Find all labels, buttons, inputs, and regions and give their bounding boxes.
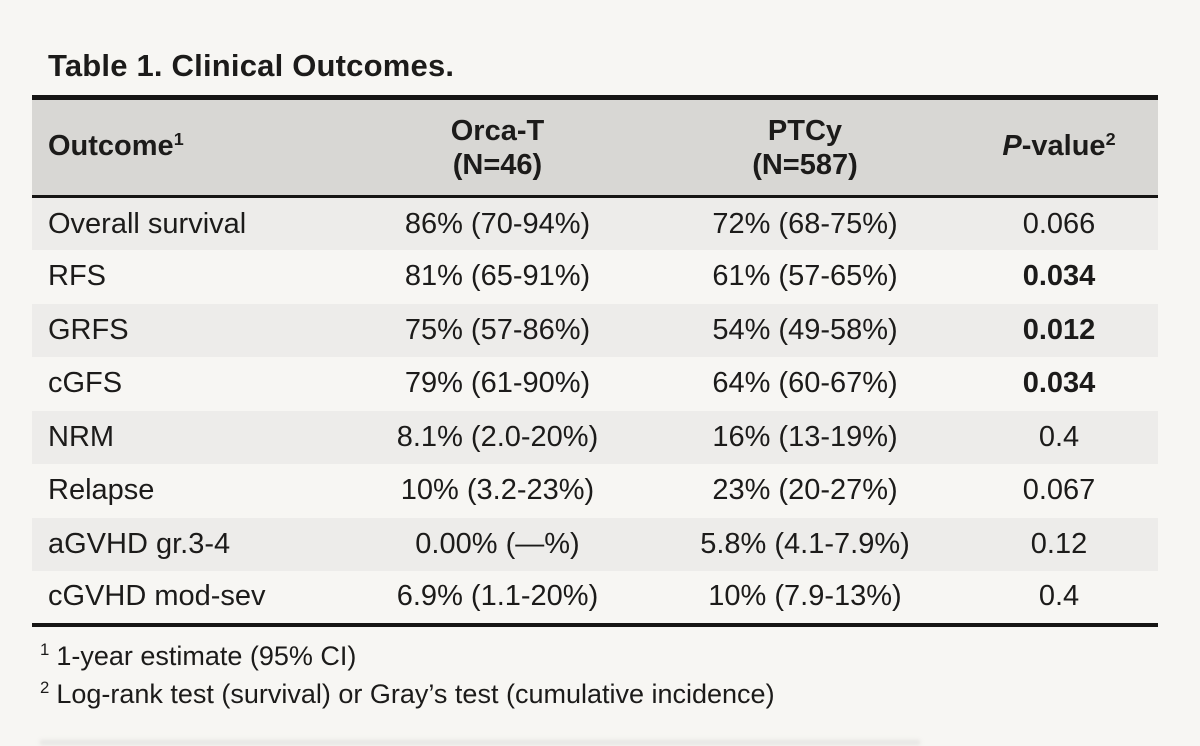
p-value-cell: 0.12 — [960, 517, 1158, 571]
ptcy-header-n: (N=587) — [752, 148, 858, 181]
outcome-cell: NRM — [32, 410, 345, 464]
orca-t-cell: 0.00% (—%) — [345, 517, 650, 571]
column-header-outcome: Outcome1 — [32, 95, 345, 198]
table-row: aGVHD gr.3-4 0.00% (—%) 5.8% (4.1-7.9%) 0.1… — [32, 517, 1158, 571]
footnotes: 1 1-year estimate (95% CI) 2 Log-rank test… — [40, 639, 1158, 715]
outcome-cell: cGVHD mod-sev — [32, 571, 345, 625]
p-value-cell: 0.067 — [960, 464, 1158, 518]
outcome-cell: RFS — [32, 250, 345, 304]
p-value-cell: 0.012 — [960, 303, 1158, 357]
outcome-cell: aGVHD gr.3-4 — [32, 517, 345, 571]
ptcy-cell: 64% (60-67%) — [650, 357, 960, 411]
ptcy-cell: 5.8% (4.1-7.9%) — [650, 517, 960, 571]
orca-t-cell: 81% (65-91%) — [345, 250, 650, 304]
table-row: RFS 81% (65-91%) 61% (57-65%) 0.034 — [32, 250, 1158, 304]
orca-t-cell: 75% (57-86%) — [345, 303, 650, 357]
orca-t-cell: 10% (3.2-23%) — [345, 464, 650, 518]
ptcy-cell: 23% (20-27%) — [650, 464, 960, 518]
ptcy-cell: 10% (7.9-13%) — [650, 571, 960, 625]
table-body: Overall survival 86% (70-94%) 72% (68-75%)… — [32, 196, 1158, 625]
table-row: NRM 8.1% (2.0-20%) 16% (13-19%) 0.4 — [32, 410, 1158, 464]
p-value-cell: 0.034 — [960, 250, 1158, 304]
orca-t-header-name: Orca-T — [450, 114, 545, 147]
outcome-cell: Overall survival — [32, 196, 345, 250]
orca-t-cell: 79% (61-90%) — [345, 357, 650, 411]
table-sheet: Table 1. Clinical Outcomes. Outcome1 Orc… — [32, 48, 1158, 715]
p-value-header-superscript: 2 — [1105, 129, 1116, 150]
orca-t-cell: 6.9% (1.1-20%) — [345, 571, 650, 625]
p-value-cell: 0.034 — [960, 357, 1158, 411]
ptcy-cell: 16% (13-19%) — [650, 410, 960, 464]
footnote-1: 1 1-year estimate (95% CI) — [40, 639, 1158, 677]
footnote-2-superscript: 2 — [40, 678, 50, 698]
table-header: Outcome1 Orca-T (N=46) PTCy (N=587) P-va… — [32, 95, 1158, 198]
table-row: cGVHD mod-sev 6.9% (1.1-20%) 10% (7.9-13%)… — [32, 571, 1158, 625]
outcome-header-superscript: 1 — [173, 129, 184, 150]
orca-t-cell: 86% (70-94%) — [345, 196, 650, 250]
column-header-orca-t: Orca-T (N=46) — [345, 95, 650, 198]
column-header-ptcy: PTCy (N=587) — [650, 95, 960, 198]
p-value-header-italic-p: P — [1002, 130, 1022, 162]
table-row: cGFS 79% (61-90%) 64% (60-67%) 0.034 — [32, 357, 1158, 411]
ptcy-header-name: PTCy — [767, 114, 843, 147]
outcome-cell: cGFS — [32, 357, 345, 411]
outcome-cell: Relapse — [32, 464, 345, 518]
footnote-2-text: Log-rank test (survival) or Gray’s test … — [56, 678, 775, 709]
ptcy-cell: 54% (49-58%) — [650, 303, 960, 357]
clinical-outcomes-table: Outcome1 Orca-T (N=46) PTCy (N=587) P-va… — [32, 95, 1158, 627]
footnote-1-text: 1-year estimate (95% CI) — [56, 640, 357, 671]
ptcy-cell: 61% (57-65%) — [650, 250, 960, 304]
p-value-cell: 0.066 — [960, 196, 1158, 250]
table-row: Overall survival 86% (70-94%) 72% (68-75%)… — [32, 196, 1158, 250]
ptcy-cell: 72% (68-75%) — [650, 196, 960, 250]
table-row: Relapse 10% (3.2-23%) 23% (20-27%) 0.067 — [32, 464, 1158, 518]
table-row: GRFS 75% (57-86%) 54% (49-58%) 0.012 — [32, 303, 1158, 357]
orca-t-header-n: (N=46) — [452, 148, 543, 181]
outcome-header-label: Outcome — [48, 130, 174, 162]
header-row: Outcome1 Orca-T (N=46) PTCy (N=587) P-va… — [32, 95, 1158, 198]
footnote-2: 2 Log-rank test (survival) or Gray’s test… — [40, 677, 1158, 715]
footnote-1-superscript: 1 — [40, 640, 50, 660]
table-title: Table 1. Clinical Outcomes. — [48, 48, 455, 83]
orca-t-cell: 8.1% (2.0-20%) — [345, 410, 650, 464]
column-header-p-value: P-value2 — [960, 95, 1158, 198]
outcome-cell: GRFS — [32, 303, 345, 357]
p-value-cell: 0.4 — [960, 410, 1158, 464]
p-value-header-label: -value — [1021, 130, 1106, 162]
p-value-cell: 0.4 — [960, 571, 1158, 625]
photo-edge-shadow — [40, 740, 920, 745]
